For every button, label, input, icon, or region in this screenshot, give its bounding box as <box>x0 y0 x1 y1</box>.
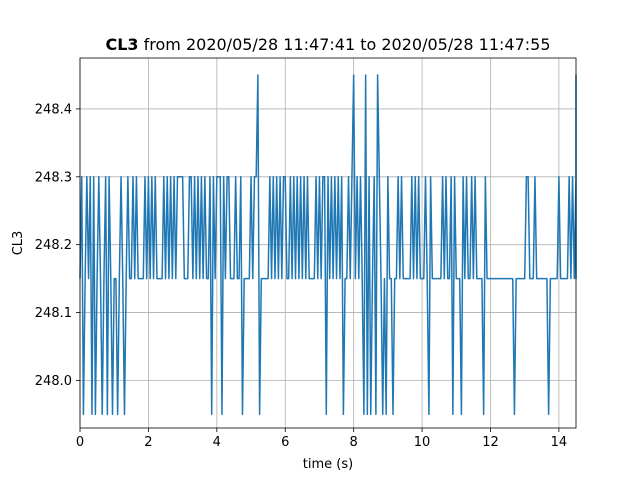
svg-text:CL3 from 2020/05/28 11:47:41 t: CL3 from 2020/05/28 11:47:41 to 2020/05/… <box>105 35 550 54</box>
y-tick-label: 248.1 <box>35 306 72 321</box>
x-axis-label: time (s) <box>303 457 353 472</box>
x-tick-label: 0 <box>76 435 84 450</box>
title-rest: from 2020/05/28 11:47:41 to 2020/05/28 1… <box>139 35 551 54</box>
x-tick-label: 14 <box>551 435 568 450</box>
title: CL3 from 2020/05/28 11:47:41 to 2020/05/… <box>105 35 550 54</box>
series-group <box>79 74 577 416</box>
y-axis-label: CL3 <box>11 231 26 256</box>
x-tick-label: 12 <box>482 435 499 450</box>
plot-frame <box>79 57 577 429</box>
x-tick-label: 2 <box>144 435 152 450</box>
y-tick-label: 248.4 <box>35 102 72 117</box>
y-tick-label: 248.2 <box>35 238 72 253</box>
ticks: 0 2 4 6 8 10 12 14 248.0 248.1 248.2 248.3 248.4 <box>35 102 567 450</box>
y-tick-label: 248.0 <box>35 374 72 389</box>
x-tick-label: 8 <box>350 435 358 450</box>
x-tick-label: 10 <box>414 435 431 450</box>
x-tick-label: 6 <box>281 435 289 450</box>
series-line-CL3 <box>79 74 577 416</box>
title-bold: CL3 <box>105 35 138 54</box>
x-tick-label: 4 <box>213 435 221 450</box>
y-tick-label: 248.3 <box>35 170 72 185</box>
